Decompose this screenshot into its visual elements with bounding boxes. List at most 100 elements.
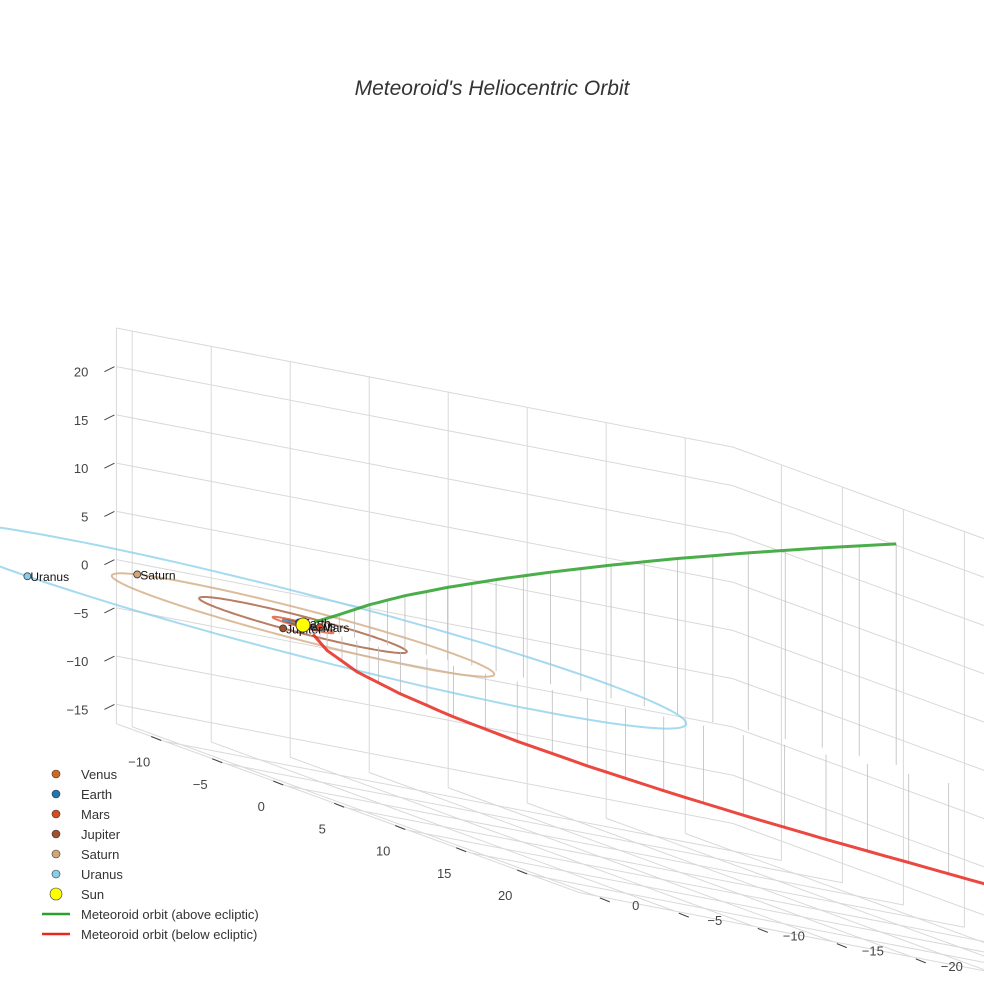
grid-line <box>732 678 984 771</box>
legend-marker <box>51 849 61 859</box>
orbit-jupiter <box>198 596 408 654</box>
legend-marker <box>49 887 63 901</box>
height-stems <box>312 543 950 874</box>
grid-line <box>116 655 733 776</box>
legend: Venus Earth Mars Jupiter Saturn Uranus Sun Mete… <box>42 767 259 942</box>
series-line <box>314 542 897 624</box>
x-tick-mark <box>517 869 528 875</box>
orbit-uranus <box>0 526 688 730</box>
grid-line <box>732 533 984 627</box>
legend-label: Saturn <box>81 847 119 862</box>
grid-line <box>606 817 984 957</box>
grid-line <box>732 581 984 675</box>
planet-mars <box>315 623 324 632</box>
grid-line <box>116 462 733 583</box>
x-tick-label: 15 <box>437 866 451 881</box>
z-tick-mark <box>104 510 115 517</box>
planet-jupiter <box>279 624 288 633</box>
grid-line <box>290 756 754 927</box>
z-tick-label: −10 <box>66 654 88 669</box>
grid-line <box>116 414 733 535</box>
z-tick-label: 0 <box>81 558 88 573</box>
legend-marker <box>51 809 61 819</box>
legend-marker <box>51 789 61 799</box>
grid-line <box>527 802 984 971</box>
z-tick-mark <box>104 462 115 469</box>
y-tick-mark <box>915 958 926 964</box>
x-tick-label: 20 <box>498 888 512 903</box>
legend-label: Jupiter <box>81 827 121 842</box>
y-tick-mark <box>757 927 768 933</box>
box-edge <box>116 327 733 448</box>
grid-line <box>165 741 782 861</box>
z-tick-mark <box>104 655 115 662</box>
grid-line <box>732 774 984 868</box>
planet-label-saturn: Saturn <box>140 568 175 582</box>
legend-label: Meteoroid orbit (above ecliptic) <box>81 907 259 922</box>
y-tick-mark <box>836 943 847 949</box>
x-tick-mark <box>334 802 345 808</box>
box-edge <box>732 446 984 540</box>
z-tick-label: 20 <box>74 365 88 380</box>
legend-marker <box>51 869 61 879</box>
y-tick-label: −5 <box>707 913 722 928</box>
grid-line <box>369 772 833 943</box>
x-tick-mark <box>151 736 162 741</box>
axis-ticks: −10−505101520−35−30−25−20−15−10−50−15−10… <box>66 365 962 974</box>
y-tick-label: −10 <box>783 928 805 943</box>
grid <box>115 327 984 972</box>
legend-label: Sun <box>81 887 104 902</box>
grid-line <box>348 807 965 928</box>
x-tick-label: −10 <box>128 755 150 770</box>
orbit-mars <box>271 615 335 635</box>
z-tick-label: 5 <box>81 509 88 524</box>
grid-line <box>685 833 984 944</box>
chart-title: Meteoroid's Heliocentric Orbit <box>355 77 631 100</box>
legend-label: Uranus <box>81 867 123 882</box>
box-edge <box>116 723 581 894</box>
z-tick-label: −5 <box>74 606 89 621</box>
x-tick-mark <box>273 780 284 786</box>
x-tick-label: 5 <box>319 821 326 836</box>
z-tick-label: −15 <box>66 702 88 717</box>
z-tick-mark <box>104 366 115 373</box>
series-line <box>311 633 984 886</box>
orbit-saturn <box>110 572 496 678</box>
planet-saturn <box>133 570 142 579</box>
grid-line <box>732 485 984 578</box>
box-edge <box>579 892 984 972</box>
legend-label: Mars <box>81 807 110 822</box>
y-tick-label: −15 <box>862 944 884 959</box>
x-tick-mark <box>212 758 223 764</box>
grid-line <box>531 874 984 963</box>
grid-line <box>226 763 843 884</box>
x-tick-label: 10 <box>376 844 390 859</box>
legend-marker <box>51 769 61 779</box>
x-tick-label: −5 <box>193 777 208 792</box>
z-tick-label: 10 <box>74 461 88 476</box>
grid-line <box>409 830 984 942</box>
grid-line <box>732 629 984 723</box>
grid-line <box>116 703 733 824</box>
z-tick-mark <box>104 607 115 614</box>
grid-line <box>211 741 675 912</box>
grid-line <box>116 510 733 631</box>
legend-label: Venus <box>81 767 118 782</box>
y-tick-label: 0 <box>632 898 639 913</box>
grid-line <box>732 726 984 820</box>
planet-label-mars: Mars <box>323 621 350 635</box>
planet-orbits <box>0 526 688 730</box>
sun <box>295 617 311 633</box>
planet-label-uranus: Uranus <box>30 570 69 584</box>
meteoroid-series <box>311 542 984 886</box>
grid-line <box>287 785 904 906</box>
grid-line <box>116 366 733 487</box>
z-tick-mark <box>104 414 115 421</box>
legend-marker <box>51 829 61 839</box>
planet-uranus <box>23 572 32 581</box>
grid-line <box>732 822 984 916</box>
legend-label: Meteoroid orbit (below ecliptic) <box>81 927 257 942</box>
z-tick-mark <box>104 703 115 710</box>
grid-line <box>132 726 596 897</box>
